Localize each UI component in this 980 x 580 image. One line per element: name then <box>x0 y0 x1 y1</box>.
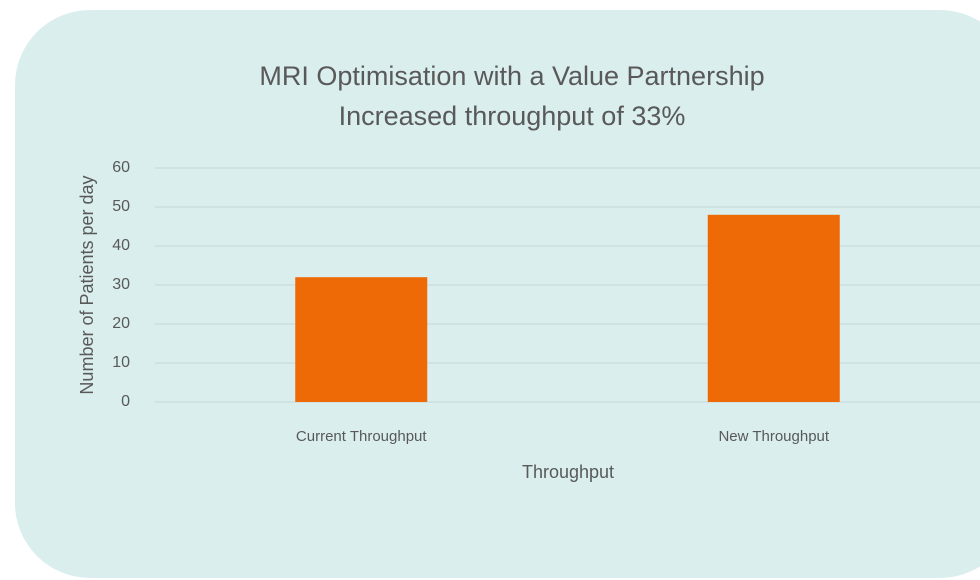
chart-background <box>15 10 980 578</box>
y-axis-label: Number of Patients per day <box>77 175 97 394</box>
y-tick-label: 20 <box>112 315 130 332</box>
chart-title: MRI Optimisation with a Value Partnershi… <box>259 61 764 91</box>
x-tick-label: New Throughput <box>718 428 829 445</box>
y-tick-label: 10 <box>112 354 130 371</box>
y-tick-label: 0 <box>121 393 130 410</box>
y-tick-label: 30 <box>112 276 130 293</box>
y-tick-label: 60 <box>112 159 130 176</box>
chart-subtitle: Increased throughput of 33% <box>339 101 686 131</box>
x-tick-label: Current Throughput <box>296 428 427 445</box>
x-axis-label: Throughput <box>522 462 614 482</box>
y-tick-label: 40 <box>112 237 130 254</box>
bar <box>295 277 428 402</box>
bar <box>707 214 840 402</box>
y-tick-label: 50 <box>112 198 130 215</box>
